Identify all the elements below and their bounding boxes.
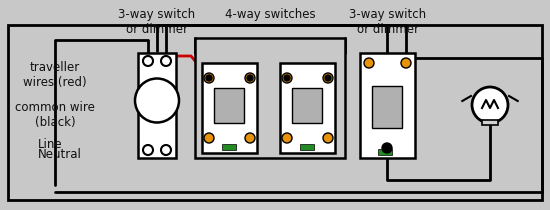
Circle shape	[472, 87, 508, 123]
Circle shape	[143, 56, 153, 66]
Text: 3-way switch
or dimmer: 3-way switch or dimmer	[349, 8, 427, 36]
Bar	[360, 53, 415, 158]
Circle shape	[325, 75, 331, 81]
Circle shape	[401, 58, 411, 68]
Text: Neutral: Neutral	[38, 148, 82, 161]
Bar	[482, 120, 498, 125]
Circle shape	[135, 79, 179, 122]
Circle shape	[245, 73, 255, 83]
Bar	[222, 144, 236, 150]
Bar	[300, 144, 314, 150]
Circle shape	[143, 145, 153, 155]
Circle shape	[282, 133, 292, 143]
Bar	[372, 86, 402, 128]
Text: Line: Line	[38, 139, 63, 151]
Text: 3-way switch
or dimmer: 3-way switch or dimmer	[118, 8, 196, 36]
Circle shape	[382, 143, 392, 153]
Circle shape	[204, 73, 214, 83]
Bar	[195, 38, 345, 158]
Text: common wire
(black): common wire (black)	[15, 101, 95, 129]
Bar	[292, 88, 322, 123]
Bar	[378, 149, 392, 155]
Circle shape	[206, 75, 212, 81]
Circle shape	[161, 145, 171, 155]
Bar	[138, 53, 176, 158]
Circle shape	[323, 133, 333, 143]
Circle shape	[364, 58, 374, 68]
Circle shape	[161, 56, 171, 66]
Circle shape	[204, 133, 214, 143]
Text: 4-way switches: 4-way switches	[225, 8, 315, 21]
Bar	[8, 25, 542, 200]
Circle shape	[245, 133, 255, 143]
Circle shape	[323, 73, 333, 83]
Bar	[214, 88, 244, 123]
Bar	[280, 63, 335, 153]
Circle shape	[282, 73, 292, 83]
Bar	[202, 63, 257, 153]
Circle shape	[284, 75, 290, 81]
Circle shape	[247, 75, 253, 81]
Text: traveller
wires (red): traveller wires (red)	[23, 61, 87, 89]
